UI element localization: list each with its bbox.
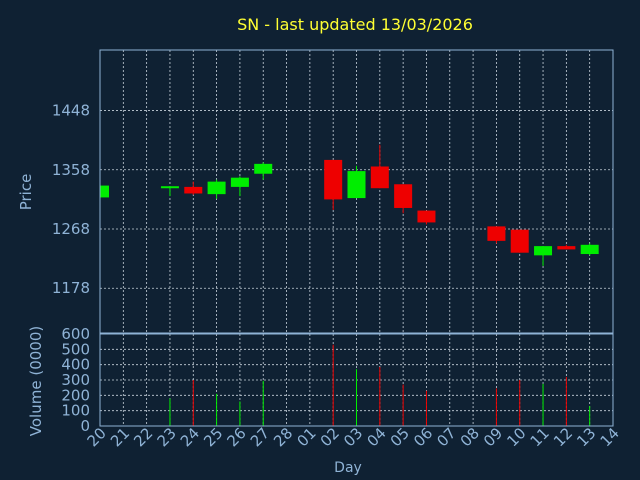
- candle-body: [580, 244, 599, 255]
- volume-tick-label: 200: [61, 386, 90, 404]
- volume-tick-label: 500: [61, 340, 90, 358]
- volume-tick-label: 300: [61, 371, 90, 389]
- price-tick-label: 1178: [52, 279, 90, 297]
- chart-title: SN - last updated 13/03/2026: [237, 15, 473, 34]
- candle-body: [394, 184, 413, 208]
- candle-body: [100, 185, 109, 198]
- candle-body: [184, 186, 203, 194]
- price-tick-label: 1358: [52, 161, 90, 179]
- price-panel-border: [99, 49, 614, 334]
- volume-axis-label: Volume (0000): [27, 326, 45, 436]
- price-axis-label: Price: [17, 174, 35, 211]
- candle-body: [347, 171, 366, 199]
- candle-body: [417, 210, 436, 223]
- candle-body: [370, 166, 389, 189]
- candle-body: [207, 181, 226, 195]
- x-axis-label: Day: [334, 460, 362, 476]
- volume-tick-label: 600: [61, 325, 90, 343]
- volume-tick-label: 100: [61, 402, 90, 420]
- candle-body: [254, 163, 273, 174]
- candle-body: [510, 229, 529, 253]
- volume-tick-label: 400: [61, 356, 90, 374]
- candle-body: [534, 246, 553, 256]
- candle-body: [324, 159, 343, 200]
- marks-layer: [99, 144, 599, 426]
- candle-body: [487, 226, 506, 241]
- volume-tick-label: 0: [80, 417, 90, 435]
- volume-panel-border: [99, 333, 614, 427]
- price-tick-label: 1448: [52, 102, 90, 120]
- candle-body: [557, 246, 576, 250]
- candle-body: [230, 177, 249, 187]
- price-tick-label: 1268: [52, 220, 90, 238]
- candle-body: [160, 186, 179, 189]
